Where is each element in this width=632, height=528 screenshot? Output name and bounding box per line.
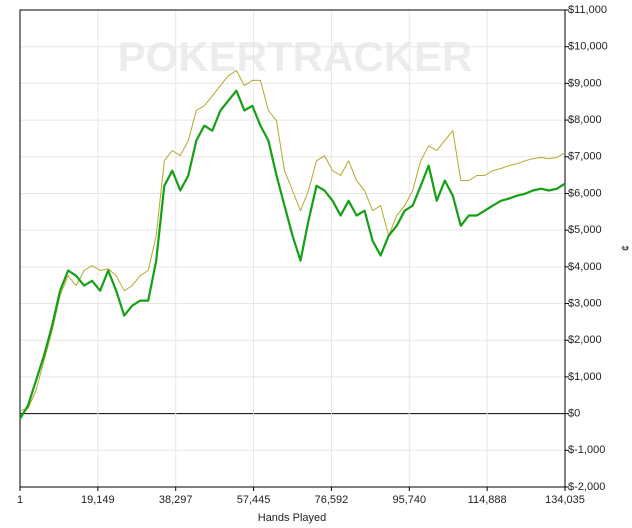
y-tick-label: $-2,000 xyxy=(568,481,605,493)
x-tick-label: 19,149 xyxy=(81,494,115,506)
y-tick-label: $7,000 xyxy=(568,151,602,163)
y-tick-label: $3,000 xyxy=(568,297,602,309)
plot-frame xyxy=(19,9,566,488)
y-tick-label: $10,000 xyxy=(568,41,608,53)
watermark: POKERTRACKER xyxy=(118,33,473,80)
x-tick-label: 76,592 xyxy=(315,494,349,506)
x-tick-label: 134,035 xyxy=(545,494,585,506)
x-axis-title: Hands Played xyxy=(258,512,327,524)
y-axis-title: ¢ xyxy=(620,245,632,251)
x-tick-label: 95,740 xyxy=(392,494,426,506)
x-tick-label: 57,445 xyxy=(237,494,271,506)
y-tick-label: $0 xyxy=(568,408,580,420)
series-line xyxy=(19,89,566,420)
y-tick-label: $5,000 xyxy=(568,224,602,236)
x-tick-label: 38,297 xyxy=(159,494,193,506)
y-tick-label: $2,000 xyxy=(568,334,602,346)
y-tick-label: $11,000 xyxy=(568,4,607,16)
series-line xyxy=(19,70,566,412)
x-tick-label: 1 xyxy=(17,494,23,506)
y-tick-label: $1,000 xyxy=(568,371,602,383)
y-tick-label: $4,000 xyxy=(568,261,602,273)
y-tick-label: $8,000 xyxy=(568,114,602,126)
y-tick-label: $6,000 xyxy=(568,187,602,199)
y-tick-label: $-1,000 xyxy=(568,444,605,456)
x-tick-label: 114,888 xyxy=(468,494,507,506)
y-tick-label: $9,000 xyxy=(568,77,602,89)
